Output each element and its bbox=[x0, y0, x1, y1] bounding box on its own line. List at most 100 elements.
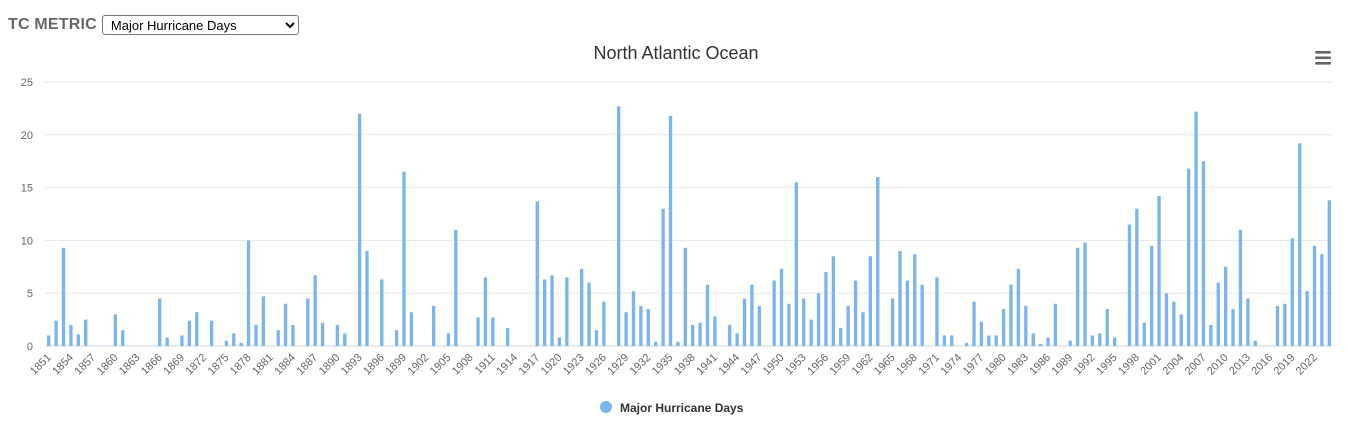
bar-1893[interactable] bbox=[357, 113, 362, 347]
bar-2002[interactable] bbox=[1164, 293, 1169, 346]
bar-1851[interactable] bbox=[47, 335, 51, 346]
bar-1968[interactable] bbox=[913, 254, 917, 346]
bar-1855[interactable] bbox=[76, 334, 80, 346]
bar-1947[interactable] bbox=[757, 305, 761, 346]
bar-1963[interactable] bbox=[876, 177, 880, 346]
bar-1990[interactable] bbox=[1075, 247, 1080, 346]
bar-1913[interactable] bbox=[505, 328, 510, 346]
bar-1981[interactable] bbox=[1009, 284, 1013, 346]
bar-1962[interactable] bbox=[868, 256, 873, 346]
bar-1965[interactable] bbox=[890, 298, 895, 346]
bar-1940[interactable] bbox=[705, 284, 710, 346]
bar-1973[interactable] bbox=[950, 335, 954, 346]
bar-1879[interactable] bbox=[254, 324, 258, 346]
bar-1976[interactable] bbox=[972, 301, 976, 346]
bar-1943[interactable] bbox=[728, 324, 732, 346]
bar-1984[interactable] bbox=[1031, 333, 1035, 346]
bar-1995[interactable] bbox=[1112, 337, 1117, 346]
bar-1944[interactable] bbox=[735, 333, 739, 346]
bar-1941[interactable] bbox=[713, 316, 717, 346]
tc-metric-select[interactable]: Major Hurricane Days bbox=[101, 15, 299, 35]
bar-1896[interactable] bbox=[380, 279, 384, 346]
bar-1989[interactable] bbox=[1068, 340, 1072, 346]
bar-1982[interactable] bbox=[1016, 268, 1021, 346]
bar-1918[interactable] bbox=[542, 279, 547, 346]
bar-1978[interactable] bbox=[987, 335, 991, 346]
bar-1873[interactable] bbox=[209, 320, 214, 346]
bar-2003[interactable] bbox=[1172, 301, 1176, 346]
bar-1997[interactable] bbox=[1127, 224, 1132, 346]
bar-1871[interactable] bbox=[195, 312, 199, 346]
bar-1856[interactable] bbox=[84, 319, 88, 346]
bar-1985[interactable] bbox=[1038, 343, 1043, 346]
bar-1937[interactable] bbox=[683, 247, 687, 346]
bar-2021[interactable] bbox=[1305, 291, 1309, 346]
bar-1870[interactable] bbox=[187, 320, 192, 346]
bar-1966[interactable] bbox=[898, 250, 902, 346]
bar-1971[interactable] bbox=[935, 277, 939, 346]
bar-2010[interactable] bbox=[1224, 266, 1228, 346]
bar-1955[interactable] bbox=[816, 293, 821, 346]
bar-1880[interactable] bbox=[261, 296, 266, 346]
bar-2009[interactable] bbox=[1216, 282, 1220, 346]
bar-2007[interactable] bbox=[1201, 161, 1206, 346]
bar-1903[interactable] bbox=[431, 305, 436, 346]
bar-1993[interactable] bbox=[1098, 333, 1102, 346]
bar-1921[interactable] bbox=[565, 277, 569, 346]
bar-2017[interactable] bbox=[1275, 305, 1280, 346]
bar-1967[interactable] bbox=[905, 280, 910, 346]
bar-1860[interactable] bbox=[113, 314, 117, 346]
bar-1932[interactable] bbox=[646, 309, 650, 346]
bar-2004[interactable] bbox=[1179, 314, 1183, 346]
bar-2001[interactable] bbox=[1157, 196, 1161, 346]
bar-1950[interactable] bbox=[779, 268, 784, 346]
bar-1956[interactable] bbox=[824, 272, 828, 346]
bar-1994[interactable] bbox=[1105, 309, 1109, 346]
bar-1876[interactable] bbox=[232, 333, 236, 346]
bar-1894[interactable] bbox=[365, 250, 369, 346]
bar-1961[interactable] bbox=[861, 312, 865, 346]
bar-2014[interactable] bbox=[1253, 340, 1257, 346]
bar-1888[interactable] bbox=[320, 322, 325, 346]
bar-1909[interactable] bbox=[476, 317, 480, 346]
bar-2023[interactable] bbox=[1320, 254, 1324, 346]
bar-1931[interactable] bbox=[639, 305, 643, 346]
bar-1899[interactable] bbox=[402, 171, 406, 346]
bar-1925[interactable] bbox=[594, 330, 599, 346]
bar-1878[interactable] bbox=[246, 240, 251, 346]
bar-2022[interactable] bbox=[1312, 245, 1317, 346]
bar-1924[interactable] bbox=[587, 282, 591, 346]
bar-1952[interactable] bbox=[794, 182, 798, 346]
bar-1972[interactable] bbox=[942, 335, 947, 346]
bar-2018[interactable] bbox=[1283, 303, 1287, 346]
bar-1884[interactable] bbox=[291, 324, 295, 346]
bar-1930[interactable] bbox=[631, 291, 636, 346]
bar-1853[interactable] bbox=[61, 247, 66, 346]
bar-1969[interactable] bbox=[920, 284, 924, 346]
bar-1852[interactable] bbox=[54, 320, 58, 346]
bar-1854[interactable] bbox=[69, 324, 73, 346]
bar-1900[interactable] bbox=[409, 312, 414, 346]
bar-1910[interactable] bbox=[483, 277, 488, 346]
bar-1999[interactable] bbox=[1142, 322, 1146, 346]
bar-1906[interactable] bbox=[454, 229, 458, 346]
bar-1960[interactable] bbox=[853, 280, 858, 346]
bar-1959[interactable] bbox=[846, 305, 850, 346]
bar-1934[interactable] bbox=[661, 208, 665, 346]
bar-1861[interactable] bbox=[121, 330, 125, 346]
bar-1869[interactable] bbox=[180, 335, 184, 346]
bar-2012[interactable] bbox=[1238, 229, 1243, 346]
bar-2005[interactable] bbox=[1186, 168, 1191, 346]
bar-1980[interactable] bbox=[1001, 309, 1006, 346]
chart-legend[interactable]: Major Hurricane Days bbox=[600, 401, 744, 415]
bar-1928[interactable] bbox=[617, 106, 621, 346]
bar-1951[interactable] bbox=[787, 303, 791, 346]
bar-1977[interactable] bbox=[979, 321, 984, 346]
bar-1867[interactable] bbox=[165, 337, 169, 346]
bar-1911[interactable] bbox=[491, 317, 495, 346]
bar-2006[interactable] bbox=[1194, 111, 1198, 346]
bar-1938[interactable] bbox=[691, 324, 695, 346]
bar-1991[interactable] bbox=[1083, 242, 1087, 346]
bar-1890[interactable] bbox=[335, 324, 340, 346]
bar-1958[interactable] bbox=[839, 328, 843, 346]
